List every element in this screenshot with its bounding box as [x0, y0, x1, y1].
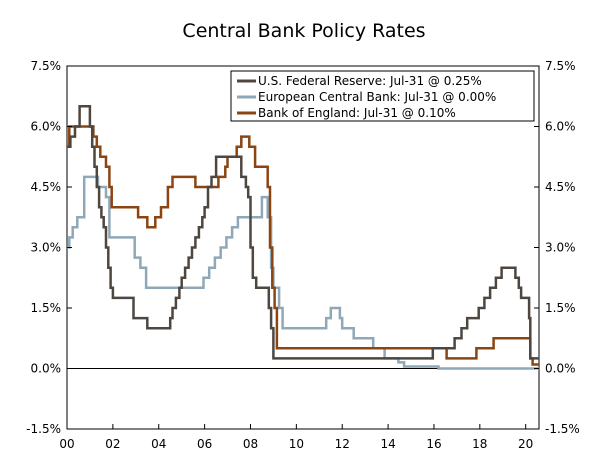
y-tick-label-left: -1.5%	[26, 422, 61, 436]
legend-label-ecb: European Central Bank: Jul-31 @ 0.00%	[258, 90, 496, 104]
x-tick-label: 04	[151, 437, 166, 451]
y-tick-label-right: 4.5%	[545, 180, 576, 194]
y-tick-label-left: 0.0%	[31, 362, 62, 376]
legend-label-fed: U.S. Federal Reserve: Jul-31 @ 0.25%	[258, 74, 482, 88]
y-tick-label-right: 7.5%	[545, 59, 576, 73]
x-tick-label: 06	[197, 437, 212, 451]
y-tick-label-right: 1.5%	[545, 301, 576, 315]
chart-title: Central Bank Policy Rates	[182, 20, 425, 42]
legend-label-boe: Bank of England: Jul-31 @ 0.10%	[258, 106, 456, 120]
series-line-fed	[67, 105, 539, 360]
y-tick-label-left: 6.0%	[31, 120, 62, 134]
series-line-ecb	[67, 175, 539, 370]
y-tick-label-right: 6.0%	[545, 120, 576, 134]
x-tick-label: 02	[105, 437, 120, 451]
series-layer	[67, 105, 539, 370]
y-tick-label-right: 0.0%	[545, 362, 576, 376]
x-tick-label: 12	[335, 437, 350, 451]
series-line-boe	[67, 125, 539, 366]
legend: U.S. Federal Reserve: Jul-31 @ 0.25% Eur…	[230, 70, 535, 122]
y-tick-label-right: 3.0%	[545, 241, 576, 255]
y-tick-label-left: 1.5%	[31, 301, 62, 315]
x-tick-label: 14	[380, 437, 395, 451]
x-tick-label: 10	[289, 437, 304, 451]
ticks-layer: -1.5% -1.5% 0.0% 0.0% 1.5% 1.5% 3.0% 3.0% 4.5% 4.…	[26, 59, 580, 451]
x-tick-label: 08	[243, 437, 258, 451]
y-tick-label-left: 7.5%	[31, 59, 62, 73]
y-tick-label-left: 3.0%	[31, 241, 62, 255]
y-tick-label-right: -1.5%	[545, 422, 580, 436]
y-tick-label-left: 4.5%	[31, 180, 62, 194]
x-tick-label: 00	[59, 437, 74, 451]
legend-box	[230, 70, 535, 122]
x-tick-label: 16	[426, 437, 441, 451]
x-tick-label: 20	[518, 437, 533, 451]
x-tick-label: 18	[472, 437, 487, 451]
